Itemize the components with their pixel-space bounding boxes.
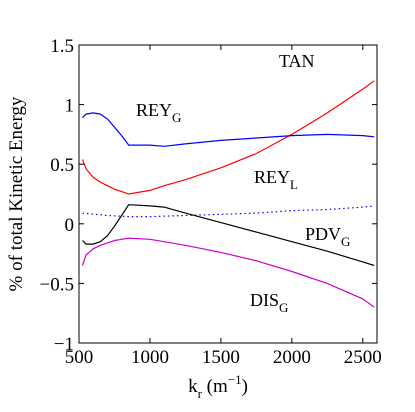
- x-tick-label: 2500: [344, 347, 382, 368]
- series-line-tan: [81, 80, 375, 195]
- series-layer: [81, 80, 375, 308]
- annotation-pdv-g: PDVG: [305, 224, 350, 249]
- x-tick-label: 500: [65, 347, 94, 368]
- y-tick-label: −0.5: [40, 274, 74, 295]
- plot-frame: [78, 44, 378, 344]
- annotation-rey-g: REYG: [136, 100, 181, 125]
- x-tick-label: 1000: [131, 347, 169, 368]
- y-tick-label: 0: [65, 215, 75, 236]
- series-line-pdv-g: [82, 204, 375, 267]
- series-line-rey-l: [82, 205, 375, 218]
- tick-layer: 500 1000 1500 2000 2500 1.5 1 0.5 0 −0.5 −1: [40, 36, 382, 368]
- y-tick-label: 1: [65, 96, 75, 117]
- x-tick-label: 2000: [273, 347, 311, 368]
- y-axis-label: % of total Kinetic Energy: [6, 96, 27, 291]
- x-tick-label: 1500: [202, 347, 240, 368]
- y-tick-label: 0.5: [50, 155, 74, 176]
- annotation-dis-g: DISG: [250, 290, 288, 315]
- y-tick-label: −1: [54, 334, 74, 355]
- series-line-rey-g: [82, 112, 375, 147]
- series-line-dis-g: [81, 237, 375, 308]
- annotation-rey-l: REYL: [254, 167, 298, 192]
- x-axis-label: kr (m−1): [188, 372, 248, 401]
- annotation-tan: TAN: [279, 51, 315, 71]
- y-tick-label: 1.5: [50, 36, 74, 57]
